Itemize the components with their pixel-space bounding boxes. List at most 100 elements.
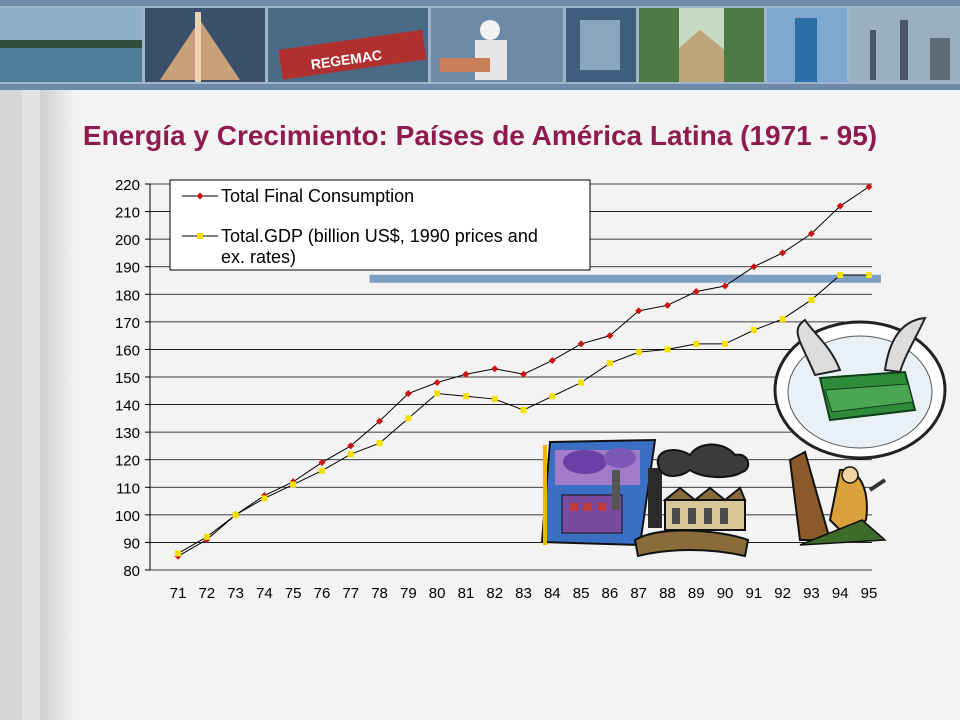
x-tick-label: 90 <box>717 585 734 602</box>
factory-smog-icon <box>540 438 657 547</box>
data-point-gdp <box>347 451 354 458</box>
banner-photo-lab <box>566 8 636 82</box>
x-tick-label: 93 <box>803 585 820 602</box>
data-point-gdp <box>837 271 844 278</box>
lumberjack-icon <box>788 450 887 546</box>
data-point-consumption <box>663 301 671 309</box>
y-tick-label: 180 <box>115 287 140 304</box>
legend-label-consumption: Total Final Consumption <box>221 186 414 206</box>
data-point-gdp <box>232 511 239 518</box>
data-point-gdp <box>520 407 527 414</box>
x-tick-label: 82 <box>486 585 503 602</box>
y-tick-label: 140 <box>115 398 140 415</box>
data-point-consumption <box>692 288 700 296</box>
data-point-gdp <box>635 349 642 356</box>
x-tick-label: 91 <box>745 585 762 602</box>
banner-photo-river <box>0 8 142 82</box>
x-tick-label: 87 <box>630 585 647 602</box>
factory-smokestack-icon <box>633 443 750 558</box>
data-point-gdp <box>664 346 671 353</box>
data-point-consumption <box>376 417 384 425</box>
x-tick-label: 83 <box>515 585 532 602</box>
data-point-gdp <box>606 360 613 367</box>
banner-photo-sawmill <box>145 8 265 82</box>
y-tick-label: 80 <box>123 563 140 580</box>
data-point-consumption <box>548 356 556 364</box>
x-tick-label: 76 <box>314 585 331 602</box>
data-point-consumption <box>721 282 729 290</box>
x-tick-label: 95 <box>861 585 878 602</box>
data-point-gdp <box>434 390 441 397</box>
data-point-consumption <box>750 263 758 271</box>
data-point-gdp <box>175 550 181 557</box>
x-tick-label: 79 <box>400 585 417 602</box>
x-tick-label: 92 <box>774 585 791 602</box>
data-point-gdp <box>693 340 700 347</box>
y-tick-label: 210 <box>115 205 140 222</box>
y-tick-label: 170 <box>115 315 140 332</box>
legend-box <box>169 179 591 271</box>
x-tick-label: 73 <box>227 585 244 602</box>
data-point-consumption <box>433 379 441 387</box>
y-tick-label: 220 <box>115 177 140 194</box>
data-point-gdp <box>491 396 498 403</box>
photo-banner: REGEMAC <box>0 0 960 90</box>
data-point-gdp <box>318 467 325 474</box>
data-point-consumption <box>577 340 585 348</box>
chart-legend: Total Final Consumption Total.GDP (billio… <box>169 179 591 271</box>
data-point-gdp <box>750 327 757 334</box>
chart-series <box>174 183 873 560</box>
x-tick-label: 78 <box>371 585 388 602</box>
data-point-consumption <box>520 370 527 378</box>
banner-photo-machine: REGEMAC <box>268 8 428 82</box>
data-point-gdp <box>261 495 268 502</box>
x-tick-label: 88 <box>659 585 676 602</box>
data-point-consumption <box>836 202 844 210</box>
data-point-consumption <box>606 332 614 340</box>
data-point-consumption <box>635 307 643 315</box>
banner-photo-plant <box>850 8 960 82</box>
x-tick-label: 80 <box>429 585 446 602</box>
banner-photo-workers <box>431 8 563 82</box>
y-tick-label: 110 <box>116 480 140 497</box>
data-point-consumption <box>318 458 326 466</box>
data-point-consumption <box>347 442 355 450</box>
y-tick-label: 160 <box>115 342 140 359</box>
data-point-consumption <box>865 183 873 191</box>
money-with-wings-icon <box>773 316 947 460</box>
data-point-gdp <box>866 271 872 278</box>
x-tick-label: 84 <box>544 585 561 602</box>
data-point-gdp <box>203 533 210 540</box>
data-point-consumption <box>404 390 412 398</box>
data-point-consumption <box>491 365 499 373</box>
x-tick-label: 72 <box>198 585 215 602</box>
y-axis-ticks: 80 90 100 110 120 130 140 150 160 170 180 190 200 210… <box>115 177 150 580</box>
slide-title: Energía y Crecimiento: Países de América… <box>82 120 878 151</box>
x-tick-label: 94 <box>832 585 849 602</box>
data-point-gdp <box>290 481 297 488</box>
x-tick-label: 77 <box>342 585 359 602</box>
data-point-gdp <box>405 415 412 422</box>
y-tick-label: 120 <box>115 453 140 470</box>
data-point-consumption <box>779 249 787 257</box>
x-tick-label: 86 <box>602 585 619 602</box>
x-tick-label: 89 <box>688 585 705 602</box>
legend-marker-gdp <box>197 233 203 239</box>
data-point-gdp <box>578 379 585 386</box>
y-tick-label: 200 <box>115 232 140 249</box>
x-tick-label: 81 <box>458 585 475 602</box>
legend-marker-consumption <box>196 192 204 200</box>
data-point-gdp <box>376 440 383 447</box>
banner-photo-forest <box>639 8 764 82</box>
banner-photo-tower <box>767 8 847 82</box>
data-point-consumption <box>807 230 815 238</box>
x-tick-label: 71 <box>170 585 187 602</box>
x-tick-label: 75 <box>285 585 302 602</box>
highlight-band <box>369 274 881 283</box>
x-tick-label: 74 <box>256 585 273 602</box>
data-point-gdp <box>549 393 556 400</box>
highlight-band-bar <box>369 274 881 283</box>
data-point-gdp <box>722 340 729 347</box>
